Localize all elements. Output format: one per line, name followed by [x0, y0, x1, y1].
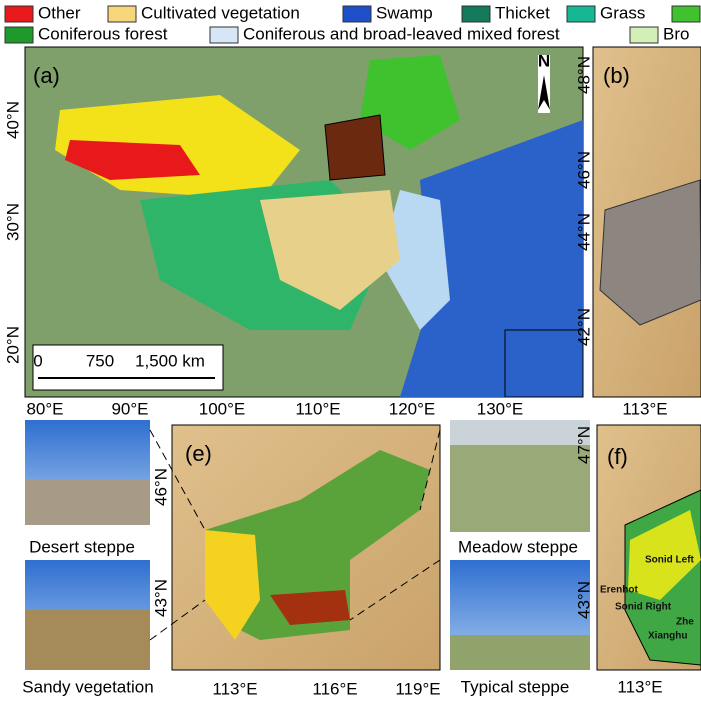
- lat-label: 48°N: [574, 56, 593, 94]
- lat-label: 46°N: [574, 151, 593, 189]
- lon-label: 113°E: [622, 399, 667, 418]
- photo-caption: Meadow steppe: [458, 537, 578, 556]
- panel-f-map: [596, 424, 701, 671]
- legend-swatch: [566, 5, 596, 23]
- legend-label: Cultivated vegetation: [141, 3, 300, 22]
- legend-swatch: [107, 5, 137, 23]
- lon-label: 119°E: [395, 679, 440, 698]
- legend-label: Coniferous forest: [38, 24, 168, 43]
- lon-label: 90°E: [111, 399, 148, 418]
- lat-label: 46°N: [151, 468, 170, 506]
- legend-label: Coniferous and broad-leaved mixed forest: [243, 24, 560, 43]
- lon-label: 110°E: [295, 399, 340, 418]
- place-label: Zhe: [676, 617, 694, 628]
- legend-label: Bro: [663, 24, 689, 43]
- legend-label: Other: [38, 3, 81, 22]
- lat-label: 44°N: [574, 213, 593, 251]
- photo-caption: Desert steppe: [29, 537, 135, 556]
- legend-swatch: [4, 26, 34, 44]
- photo-caption: Sandy vegetation: [22, 677, 153, 696]
- legend-swatch: [461, 5, 491, 23]
- lat-label: 47°N: [574, 426, 593, 464]
- scale-label: 750: [86, 351, 114, 370]
- legend-swatch: [629, 26, 659, 44]
- lat-label: 30°N: [3, 203, 22, 241]
- lon-label: 116°E: [312, 679, 357, 698]
- place-label: Xianghu: [648, 631, 687, 642]
- panel-e-map: [149, 424, 441, 671]
- panel-label: (f): [607, 444, 628, 469]
- legend-swatch: [4, 5, 34, 23]
- panel-label: (b): [603, 63, 630, 88]
- north-arrow-label: N: [538, 51, 550, 70]
- lat-label: 43°N: [151, 579, 170, 617]
- lon-label: 130°E: [477, 399, 524, 418]
- photos: [25, 420, 590, 670]
- place-label: Sonid Left: [645, 555, 695, 566]
- scale-label: 0: [33, 351, 42, 370]
- panel-label: (e): [185, 441, 212, 466]
- legend-swatch: [671, 5, 701, 23]
- legend-label: Grass: [600, 3, 645, 22]
- legend-label: Thicket: [495, 3, 550, 22]
- legend-label: Swamp: [376, 3, 433, 22]
- legend-swatch: [342, 5, 372, 23]
- panel-b-map: [592, 46, 701, 398]
- panel-a-map: [24, 46, 584, 398]
- lon-label: 120°E: [389, 399, 436, 418]
- photo-caption: Typical steppe: [461, 677, 570, 696]
- lon-label: 80°E: [26, 399, 63, 418]
- lat-label: 20°N: [3, 326, 22, 364]
- lat-label: 43°N: [574, 581, 593, 619]
- place-label: Erenhot: [600, 585, 638, 596]
- place-label: Sonid Right: [615, 602, 672, 613]
- lon-label: 113°E: [212, 679, 257, 698]
- lat-label: 40°N: [3, 101, 22, 139]
- lon-label: 113°E: [617, 677, 662, 696]
- panel-label: (a): [33, 63, 60, 88]
- legend-swatch: [209, 26, 239, 44]
- lat-label: 42°N: [574, 308, 593, 346]
- lon-label: 100°E: [199, 399, 246, 418]
- scale-label: 1,500 km: [135, 351, 205, 370]
